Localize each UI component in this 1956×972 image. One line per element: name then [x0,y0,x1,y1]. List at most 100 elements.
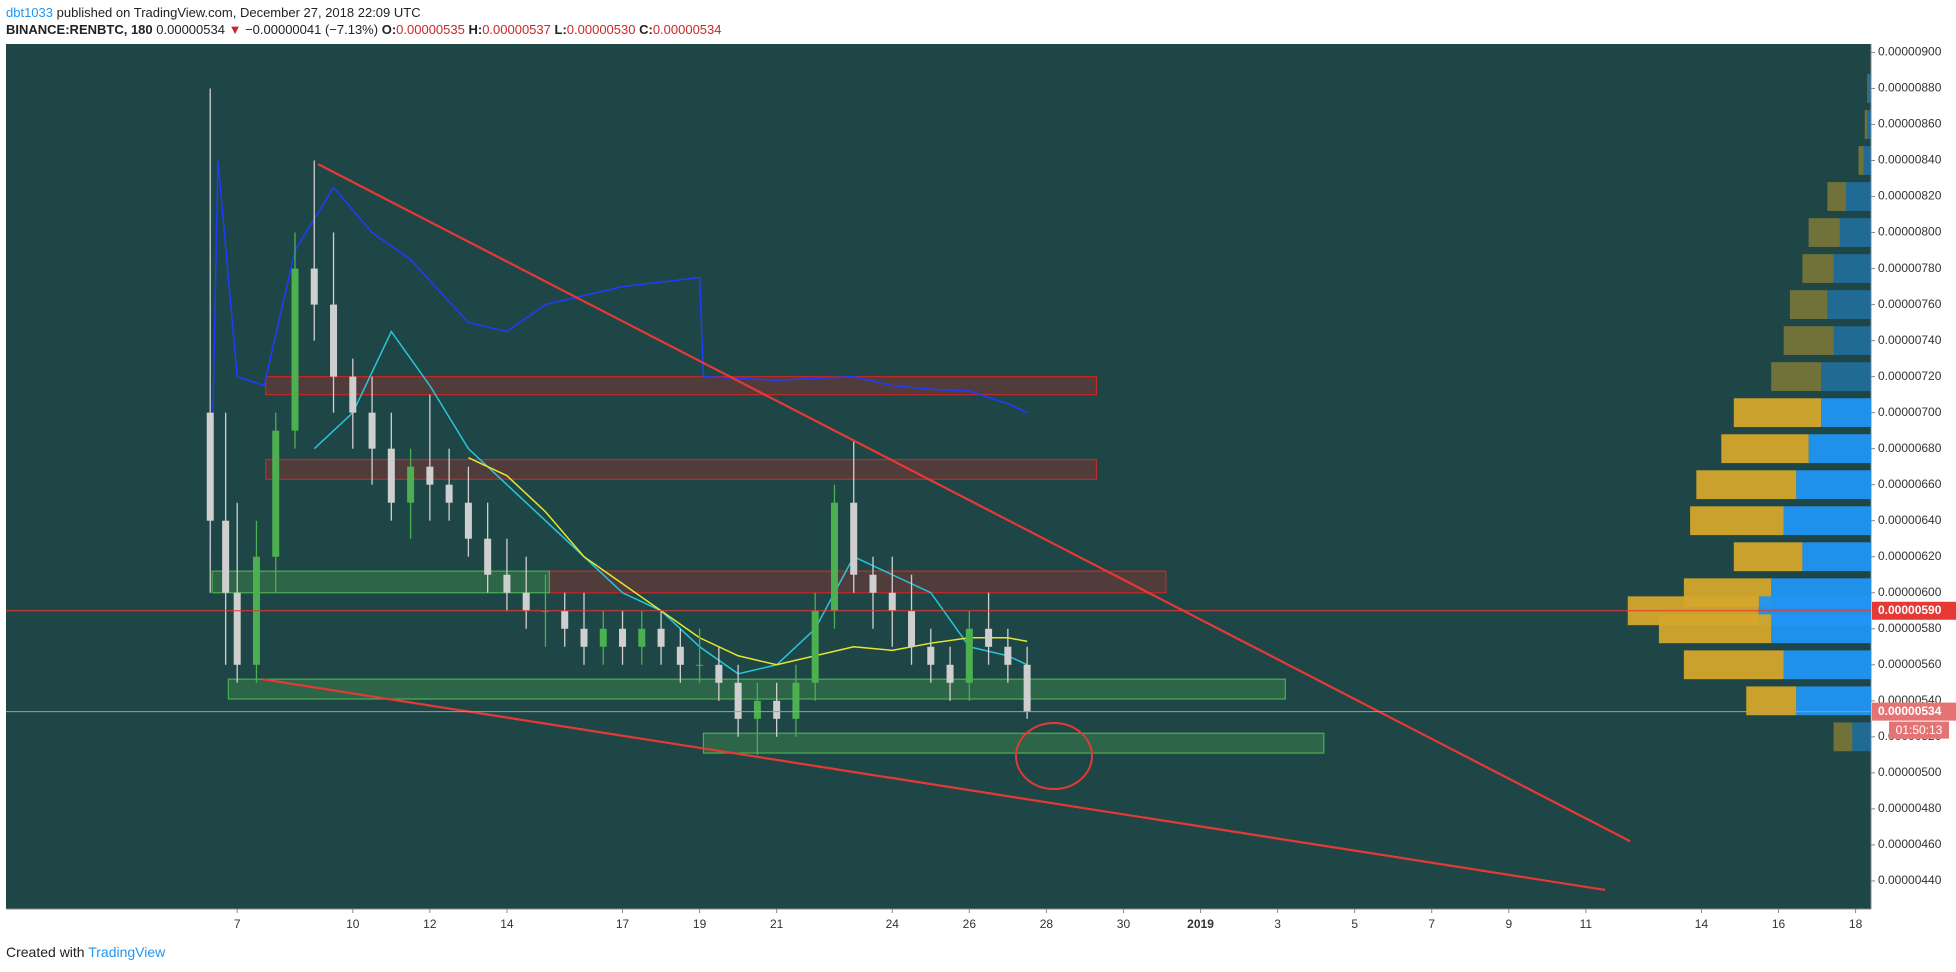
x-tick-label: 24 [886,917,900,931]
l: 0.00000530 [566,22,636,37]
candle-body [619,628,627,647]
candle-body [222,520,230,593]
y-tick-label: 0.00000460 [1878,837,1942,851]
y-tick-label: 0.00000760 [1878,297,1942,311]
y-tick-label: 0.00000680 [1878,441,1942,455]
y-tick-label: 0.00000640 [1878,513,1942,527]
candle-body [1004,646,1012,665]
y-tick-label: 0.00000700 [1878,405,1942,419]
candle-body [753,700,761,719]
x-tick-label: 14 [500,917,514,931]
candle-body [888,592,896,611]
annotation-circle [1015,722,1093,790]
h-label: H: [468,22,483,37]
profile-down [1827,182,1847,211]
brand[interactable]: TradingView [88,944,166,960]
candle-body [426,466,434,485]
x-tick-label: 7 [234,917,241,931]
y-tick-label: 0.00000660 [1878,477,1942,491]
profile-up [1771,614,1871,644]
y-tick-label: 0.00000580 [1878,621,1942,635]
profile-up [1827,290,1871,320]
y-tick-label: 0.00000840 [1878,153,1942,167]
candle-body [599,628,607,647]
candle-body [330,304,338,377]
profile-down [1867,74,1869,103]
indicator-line [209,160,1028,557]
y-tick-label: 0.00000820 [1878,189,1942,203]
candle-body [869,574,877,593]
candle-body [272,430,280,557]
y-tick-label: 0.00000720 [1878,369,1942,383]
y-tick-label: 0.00000500 [1878,765,1942,779]
candle-body [985,628,993,647]
profile-up [1821,362,1871,392]
candle-body [503,574,511,593]
profile-up [1802,542,1871,572]
price-badge [1872,601,1956,620]
x-tick-label: 17 [616,917,630,931]
symbol: BINANCE:RENBTC, 180 [6,22,153,37]
price-badge-label: 0.00000534 [1878,704,1942,718]
candle-body [946,664,954,683]
profile-down [1746,686,1797,716]
y-tick-label: 0.00000860 [1878,117,1942,131]
candle-body [850,502,858,575]
candle-body [830,502,838,611]
x-tick-label: 28 [1040,917,1054,931]
x-tick-label: 21 [770,917,784,931]
price-badge [1872,702,1956,721]
profile-down [1696,470,1797,500]
profile-down [1789,290,1828,320]
header: dbt1033 published on TradingView.com, De… [6,4,722,38]
candle-body [811,610,819,683]
price-badge-label: 0.00000590 [1878,603,1942,617]
y-tick-label: 0.00000880 [1878,81,1942,95]
profile-down [1658,614,1772,644]
candle-body [965,628,973,683]
x-tick-label: 14 [1695,917,1709,931]
header-line: dbt1033 published on TradingView.com, De… [6,4,722,21]
candle-body [233,592,241,665]
profile-up [1868,74,1871,103]
candle-body [387,448,395,503]
y-tick-label: 0.00000480 [1878,801,1942,815]
x-tick-label: 3 [1274,917,1281,931]
footer: Created with TradingView [6,944,165,960]
profile-up [1796,470,1871,500]
indicator-line [468,457,1028,666]
author[interactable]: dbt1033 [6,5,53,20]
profile-down [1683,650,1784,680]
candle-body [310,268,318,305]
candle-body [638,628,646,647]
trendline [317,163,1631,843]
y-tick-label: 0.00000620 [1878,549,1942,563]
published: published on TradingView.com, December 2… [56,5,421,20]
last: 0.00000534 [156,22,225,37]
change: −0.00000041 (−7.13%) [245,22,379,37]
profile-down [1783,326,1834,356]
candle-body [1023,664,1031,712]
header-line: BINANCE:RENBTC, 180 0.00000534 ▼ −0.0000… [6,21,722,38]
c: 0.00000534 [652,22,722,37]
x-tick-label: 7 [1428,917,1435,931]
profile-up [1839,218,1871,247]
candle-body [464,502,472,539]
candle-body [522,592,530,611]
o: 0.00000535 [396,22,465,37]
plot-background [6,44,1871,909]
candle-body [927,646,935,665]
candle-body [561,610,569,629]
candle-body [676,646,684,665]
candle-body [792,682,800,719]
candle-body [206,412,214,521]
x-tick-label: 10 [346,917,360,931]
zone [548,570,1167,594]
zone [265,458,1098,480]
candle-body [484,538,492,575]
y-tick-label: 0.00000740 [1878,333,1942,347]
y-tick-label: 0.00000440 [1878,873,1942,887]
y-tick-label: 0.00000560 [1878,657,1942,671]
profile-down [1864,110,1868,139]
candle-body [368,412,376,449]
